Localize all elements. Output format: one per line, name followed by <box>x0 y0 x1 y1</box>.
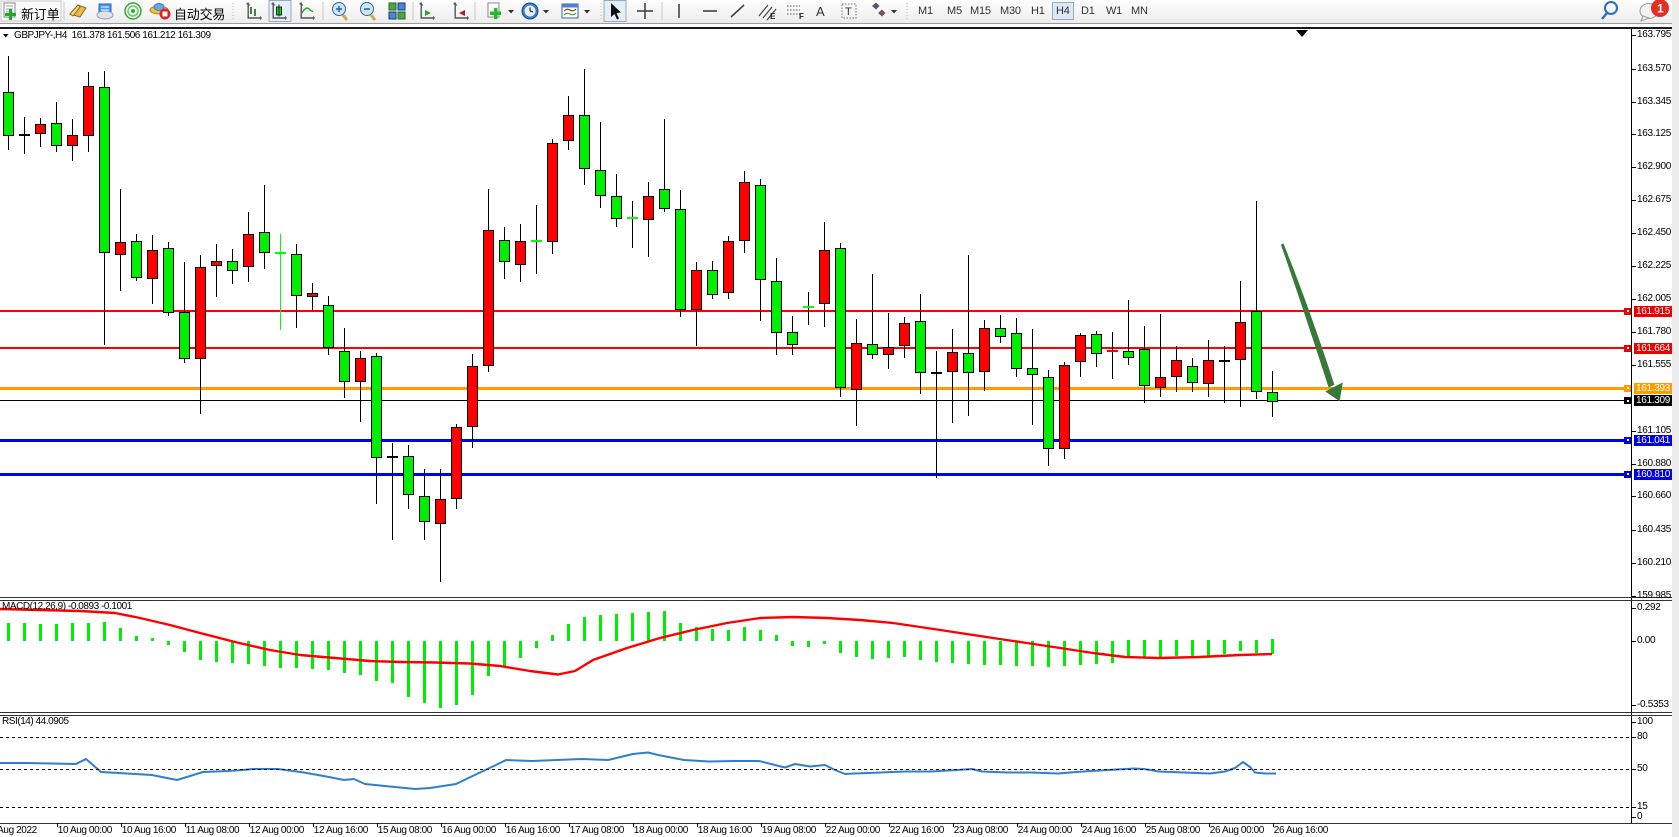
svg-text:1: 1 <box>1657 2 1664 16</box>
svg-text:A: A <box>816 4 825 19</box>
svg-text:T: T <box>845 6 852 18</box>
svg-text:F: F <box>799 12 804 21</box>
svg-text:E: E <box>770 12 776 21</box>
